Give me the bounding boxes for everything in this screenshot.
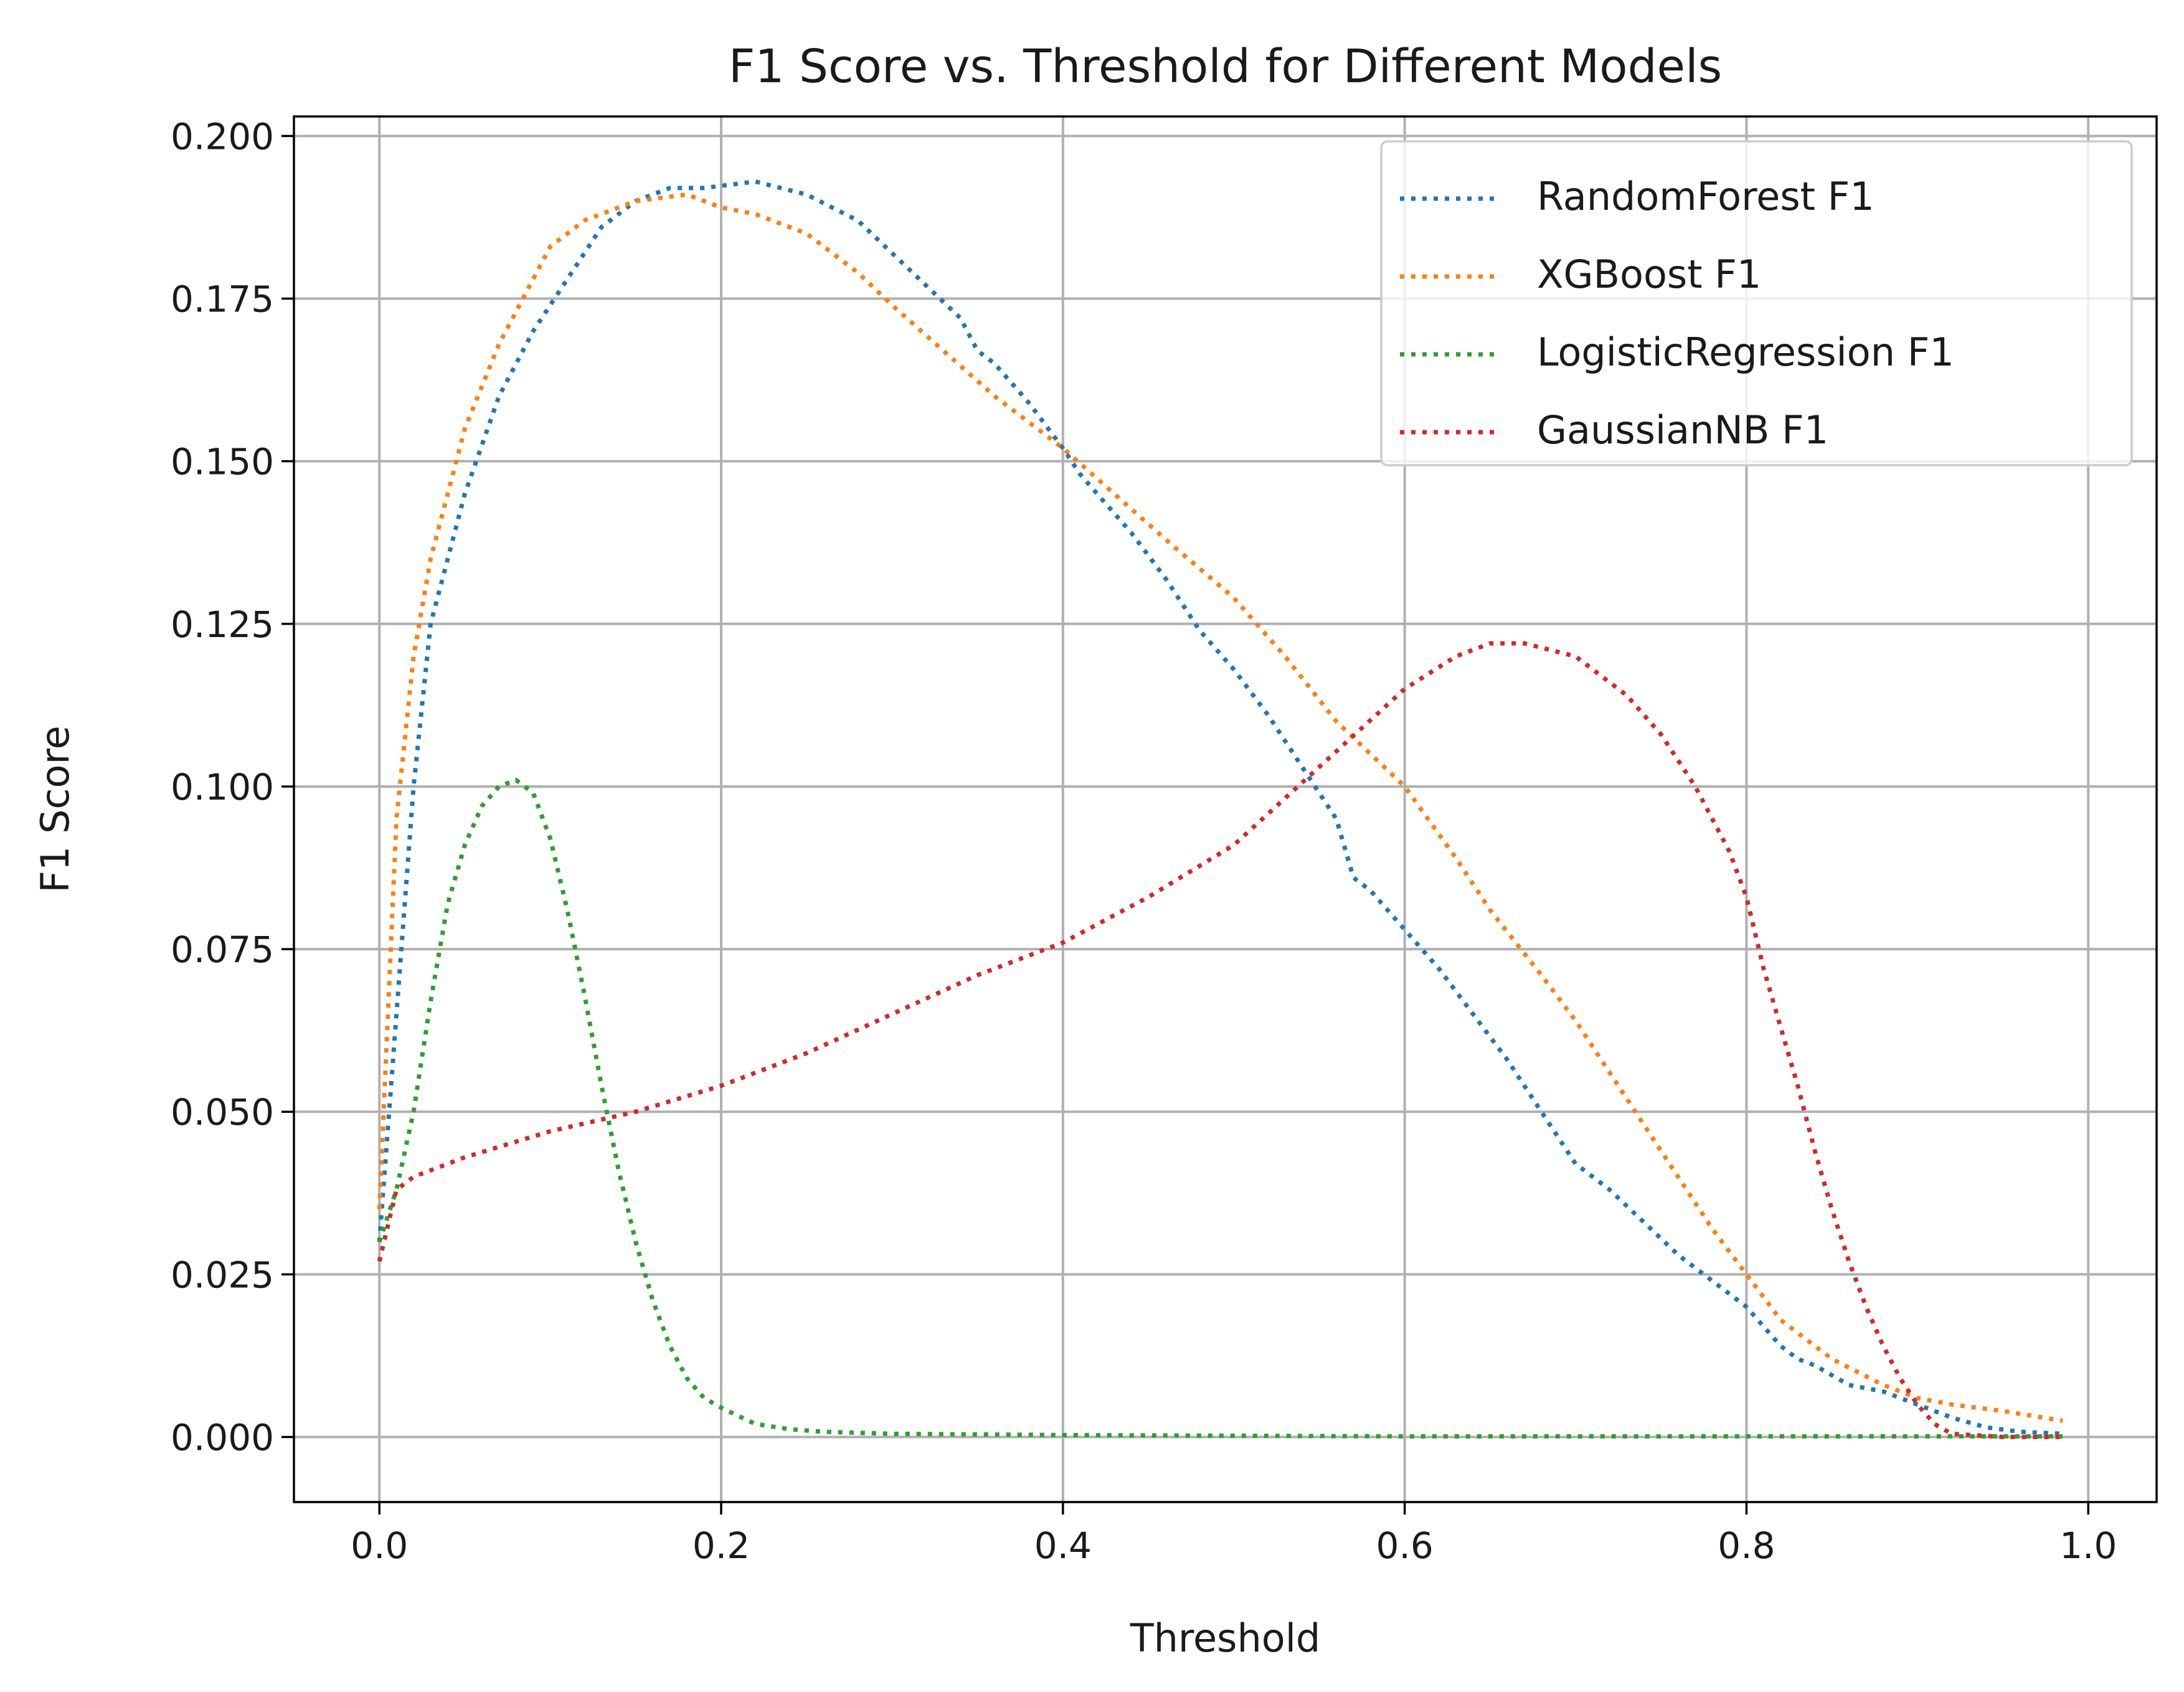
x-tick-label: 0.2: [693, 1524, 750, 1567]
y-tick-label: 0.050: [171, 1091, 274, 1133]
y-tick-label: 0.000: [171, 1417, 274, 1459]
y-tick-label: 0.125: [171, 603, 274, 646]
y-axis-label: F1 Score: [32, 725, 78, 892]
axes-frame: [293, 115, 2158, 1503]
x-axis-label: Threshold: [1130, 1615, 1321, 1661]
y-tick-label: 0.200: [171, 115, 274, 158]
x-tick-label: 0.8: [1718, 1524, 1775, 1567]
gridlines: [294, 116, 2157, 1502]
axis-ticks: 0.0 0.2 0.4 0.6 0.8 1.0 0.000 0.025 0.050 0.075 0.…: [171, 115, 2117, 1567]
plot-series: [377, 179, 2063, 1439]
legend-label: RandomForest F1: [1537, 174, 1874, 219]
chart-title: F1 Score vs. Threshold for Different Mod…: [729, 40, 1722, 93]
legend-label: GaussianNB F1: [1537, 407, 1828, 453]
x-tick-label: 1.0: [2059, 1524, 2117, 1567]
y-tick-label: 0.025: [171, 1254, 274, 1296]
legend-label: LogisticRegression F1: [1537, 329, 1954, 375]
legend-label: XGBoost F1: [1537, 252, 1761, 297]
legend-frame: [1380, 140, 2133, 466]
legend: RandomForest F1 XGBoost F1 LogisticRegress…: [1380, 140, 2133, 466]
x-tick-label: 0.0: [351, 1524, 408, 1567]
x-tick-label: 0.4: [1034, 1524, 1092, 1567]
series-line-0: [377, 179, 2063, 1436]
y-tick-label: 0.075: [171, 929, 274, 971]
y-tick-label: 0.100: [171, 766, 274, 808]
x-tick-label: 0.6: [1376, 1524, 1433, 1567]
y-tick-label: 0.150: [171, 441, 274, 483]
y-tick-label: 0.175: [171, 278, 274, 320]
